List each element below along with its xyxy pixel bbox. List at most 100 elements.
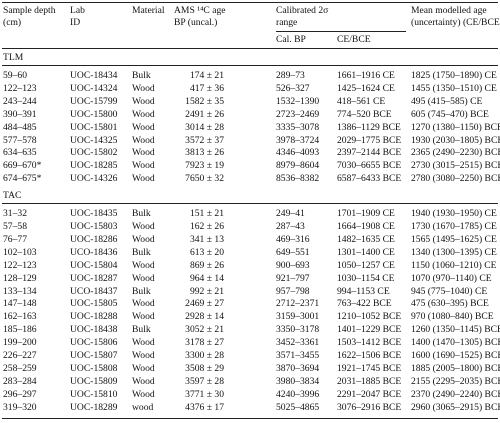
cell: 3508 ± 29 [185,362,224,374]
cell: 1340 (1300–1395) CE [411,246,497,258]
cell: 8979–8604 [276,160,320,172]
cell: 957–798 [276,285,310,297]
cell: 4240–3996 [276,388,320,400]
cell: 2491 ± 26 [185,108,224,120]
cell: 674–675* [3,173,42,185]
cell: 469–316 [276,233,310,245]
cell: 2469 ± 27 [185,298,224,310]
cell: 1622–1506 BCE [337,350,402,361]
cell: 151 ± 21 [189,208,224,220]
cell: 3771 ± 30 [185,388,224,400]
header-text: (cm) [3,17,22,28]
cell: 2712–2371 [276,298,320,310]
header-text: Mean modelled age [411,5,487,16]
cell: Wood [132,388,155,400]
cell: 162–163 [3,311,37,323]
cell: 613 ± 20 [189,246,224,258]
cell: 3014 ± 28 [185,121,224,133]
cell: 3978–3724 [276,134,320,146]
cell: 526–327 [276,82,310,94]
cell: UOC-18285 [70,160,118,172]
cell: 2155 (2295–2035) BCE [411,375,500,387]
cell: 2723–2469 [276,108,320,120]
header-text: BP (uncal.) [174,17,218,28]
cell: 1425–1624 CE [337,82,395,94]
cell: UCO-18437 [70,285,118,297]
cell: 31–32 [3,208,27,220]
cell: 2291–2047 BCE [337,388,402,400]
cell: 147–148 [3,298,37,310]
cell: Wood [132,95,155,107]
cell: 1030–1154 CE [337,272,395,284]
cell: UOC-18434 [70,70,118,81]
cell: UOC-15803 [70,221,118,232]
cell: 921–797 [276,272,310,284]
header-text: CE/BCE [337,34,371,45]
header-text: Sample depth [3,5,56,16]
cell: 1150 (1060–1210) CE [411,259,497,271]
section-label: TLM [3,52,24,63]
cell: Bulk [132,70,151,81]
cell: 970 (1080–840) BCE [411,311,494,323]
cell: Bulk [132,208,151,220]
cell: UOC-18288 [70,311,118,323]
cell: UOC-14326 [70,173,118,185]
cell: Wood [132,121,155,133]
cell: 3980–3834 [276,375,320,387]
cell: 3452–3361 [276,337,320,349]
cell: 577–578 [3,134,37,146]
cell: Wood [132,362,155,374]
cell: 649–551 [276,246,310,258]
cell: 1664–1908 CE [337,221,395,232]
cell: 1730 (1670–1785) CE [411,221,497,232]
cell: 605 (745–470) BCE [411,108,489,120]
cell: UOC-15800 [70,108,118,120]
cell: 763–422 BCE [337,298,392,310]
cell: Wood [132,259,155,271]
cell: UOC-15805 [70,298,118,310]
cell: 1701–1909 CE [337,208,395,220]
cell: 3159–3001 [276,311,320,323]
cell: UOC-18289 [70,401,118,413]
cell: 249–41 [276,208,305,220]
header-text: (uncertainty) (CE/BCE) [411,17,500,28]
cell: 1885 (2005–1800) BCE [411,362,500,374]
cell: UOC-14325 [70,134,118,146]
cell: UOC-15809 [70,375,118,387]
cell: UOC-15802 [70,147,118,159]
cell: 3178 ± 27 [185,337,224,349]
cell: 174 ± 21 [189,70,224,81]
cell: 4346–4093 [276,147,320,159]
rule [2,65,498,66]
cell: Bulk [132,285,151,297]
cell: UOC-15801 [70,121,118,133]
cell: 341 ± 13 [189,233,224,245]
cell: 774–520 BCE [337,108,392,120]
cell: UOC-15804 [70,259,118,271]
cell: UOC-18286 [70,233,118,245]
cell: 1600 (1690–1525) BCE [411,350,500,361]
cell: 199–200 [3,337,37,349]
cell: 484–485 [3,121,37,133]
cell: 3597 ± 28 [185,375,224,387]
cell: 287–43 [276,221,305,232]
cell: 1050–1257 CE [337,259,395,271]
cell: 3335–3078 [276,121,320,133]
cell: Wood [132,108,155,120]
cell: 1260 (1350–1145) BCE [411,324,500,336]
section-label: TAC [3,190,22,202]
rule [276,31,406,32]
cell: 2397–2144 BCE [337,147,402,159]
header-text: Lab [70,5,85,16]
cell: 900–693 [276,259,310,271]
cell: 1940 (1930–1950) CE [411,208,497,220]
cell: UOC-14324 [70,82,118,94]
cell: 869 ± 26 [189,259,224,271]
cell: Wood [132,233,155,245]
cell: Wood [132,160,155,172]
cell: 1503–1412 BCE [337,337,402,349]
cell: 4376 ± 17 [185,401,224,413]
cell: 185–186 [3,324,37,336]
cell: 258–259 [3,362,37,374]
